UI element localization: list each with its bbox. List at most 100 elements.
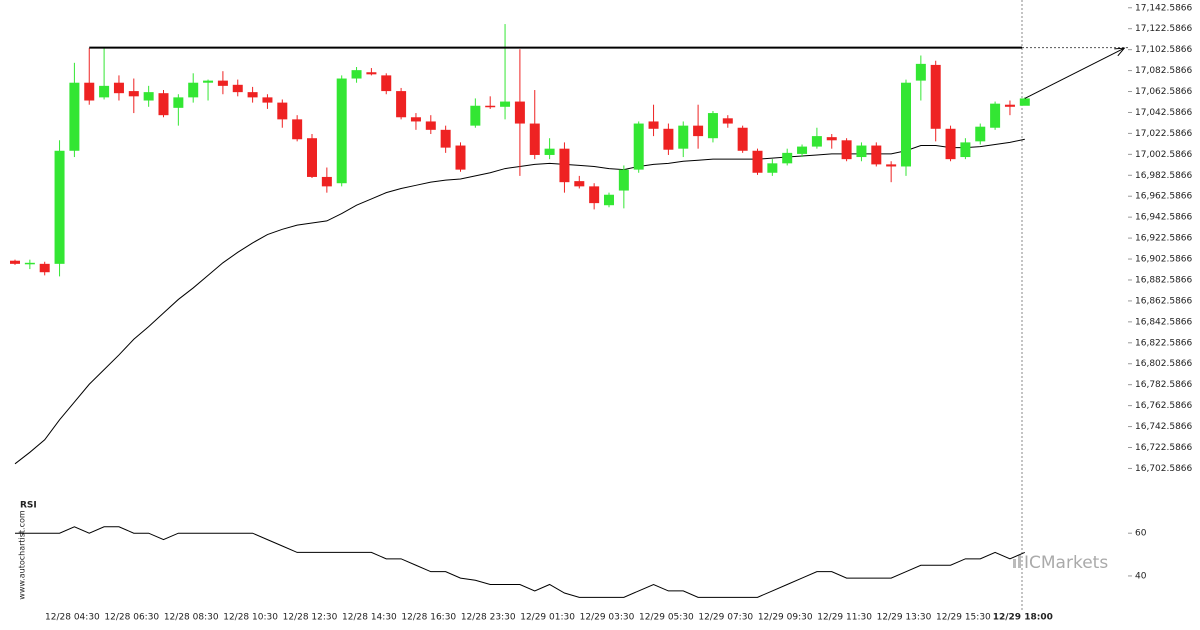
candle-body — [396, 91, 407, 118]
candle-body — [945, 128, 956, 160]
y-tick-label: 17,042.5866 — [1135, 108, 1193, 118]
candle-body — [247, 92, 258, 98]
candle-body — [321, 176, 332, 187]
x-tick-label: 12/28 10:30 — [223, 613, 278, 623]
y-tick-label: 17,102.5866 — [1135, 45, 1193, 55]
candle-body — [841, 140, 852, 160]
x-tick-label: 12/29 05:30 — [639, 613, 694, 623]
candle-body — [232, 84, 243, 93]
x-tick-label: 12/29 13:30 — [877, 613, 932, 623]
candle-body — [574, 181, 585, 187]
candle-body — [292, 119, 303, 140]
x-tick-label: 12/29 01:30 — [520, 613, 575, 623]
x-tick-label: 12/28 12:30 — [283, 613, 338, 623]
candle-body — [693, 125, 704, 137]
y-tick-label: 16,982.5866 — [1135, 171, 1193, 181]
candle-body — [871, 145, 882, 165]
candle-body — [113, 82, 124, 94]
candle-body — [366, 72, 377, 75]
candle-body — [188, 82, 199, 98]
y-tick-label: 17,122.5866 — [1135, 24, 1193, 34]
x-tick-label: 12/28 06:30 — [104, 613, 159, 623]
x-tick-label: 12/29 09:30 — [758, 613, 813, 623]
candle-body — [797, 146, 808, 154]
y-tick-label: 17,022.5866 — [1135, 129, 1193, 139]
candle-body — [990, 103, 1001, 128]
candle-body — [559, 148, 570, 183]
logo-bar — [1013, 559, 1016, 568]
candle-body — [410, 117, 421, 122]
candle-body — [128, 91, 139, 97]
candle-body — [39, 263, 50, 273]
y-tick-label: 16,802.5866 — [1135, 359, 1193, 369]
candle-body — [500, 101, 511, 107]
candle-body — [544, 148, 555, 155]
watermark: www.autochartist.com — [18, 510, 27, 600]
candle-body — [277, 102, 288, 120]
candle-body — [589, 186, 600, 204]
candle-body — [54, 150, 65, 264]
candle-body — [752, 150, 763, 173]
x-tick-label: 12/28 08:30 — [164, 613, 219, 623]
x-tick-label: 12/28 14:30 — [342, 613, 397, 623]
candle-body — [307, 138, 317, 177]
y-tick-label: 60 — [1135, 529, 1147, 539]
x-tick-label: 12/29 07:30 — [698, 613, 753, 623]
y-tick-label: 16,862.5866 — [1135, 296, 1193, 306]
candle-body — [173, 97, 184, 108]
x-tick-label: 12/28 16:30 — [401, 613, 456, 623]
y-tick-label: 16,722.5866 — [1135, 443, 1193, 453]
candle-body — [69, 82, 80, 151]
candle-body — [158, 93, 169, 116]
x-tick-label: 12/28 23:30 — [461, 613, 516, 623]
candle-body — [1019, 98, 1030, 106]
logo: ICMarkets — [1013, 553, 1108, 573]
candle-body — [485, 105, 496, 108]
candle-body — [767, 163, 778, 173]
y-tick-label: 16,902.5866 — [1135, 255, 1193, 265]
candle-body — [826, 137, 837, 141]
x-tick-label: 12/29 03:30 — [580, 613, 635, 623]
projection-arrow — [1024, 47, 1125, 99]
candle-body — [217, 80, 228, 86]
candle-body — [514, 101, 525, 124]
moving-average — [14, 138, 1025, 465]
rsi-title: RSI — [20, 501, 37, 511]
rsi-line — [15, 526, 1025, 598]
y-tick-label: 16,822.5866 — [1135, 338, 1193, 348]
candle-body — [707, 113, 718, 139]
logo-text: ICMarkets — [1024, 553, 1108, 573]
y-tick-label: 16,782.5866 — [1135, 380, 1193, 390]
candle-body — [618, 169, 629, 191]
x-tick-label: 12/29 15:30 — [936, 613, 991, 623]
candle-body — [425, 121, 436, 130]
candle-body — [975, 126, 986, 142]
candle-body — [10, 260, 20, 264]
y-tick-label: 16,742.5866 — [1135, 422, 1193, 432]
candle-body — [470, 105, 481, 126]
candle-body — [84, 82, 95, 101]
candle-body — [336, 78, 347, 184]
candle-body — [886, 164, 897, 167]
candle-body — [856, 145, 867, 158]
candle-body — [678, 125, 689, 149]
candle-body — [737, 127, 748, 151]
candle-body — [24, 262, 35, 265]
candle-body — [915, 63, 926, 81]
candle-body — [351, 70, 362, 79]
candle-body — [722, 118, 733, 124]
candle-body — [901, 82, 911, 167]
candle-body — [663, 128, 674, 150]
y-tick-label: 16,762.5866 — [1135, 401, 1193, 411]
candle-body — [529, 123, 540, 155]
y-tick-label: 16,702.5866 — [1135, 464, 1193, 474]
y-tick-label: 17,142.5866 — [1135, 3, 1193, 13]
y-tick-label: 17,002.5866 — [1135, 150, 1193, 160]
y-tick-label: 16,942.5866 — [1135, 213, 1193, 223]
candle-body — [782, 152, 793, 164]
logo-bar — [1018, 555, 1021, 568]
x-tick-label: 12/29 18:00 — [993, 613, 1053, 623]
candle-body — [99, 85, 110, 98]
candle-body — [1004, 104, 1015, 107]
candle-body — [262, 97, 273, 103]
